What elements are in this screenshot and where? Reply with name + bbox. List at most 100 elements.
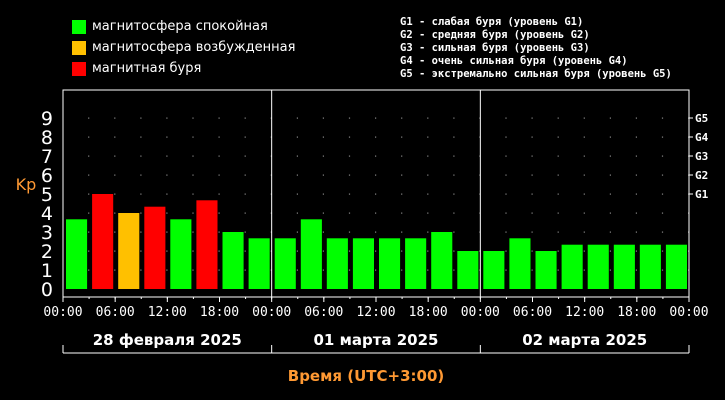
grid-dot (192, 231, 194, 233)
grid-dot (583, 174, 585, 176)
g-level-4: G4 - очень сильная буря (уровень G4) (400, 55, 628, 67)
grid-dot (609, 117, 611, 119)
bar (639, 244, 661, 289)
grid-dot (453, 231, 455, 233)
x-tick-label: 06:00 (513, 305, 552, 320)
grid-dot (296, 269, 298, 271)
legend-label-storm: магнитная буря (92, 61, 202, 76)
bar (457, 251, 479, 289)
grid-dot (583, 136, 585, 138)
grid-dot (166, 193, 168, 195)
grid-dot (296, 155, 298, 157)
bar (170, 219, 192, 289)
x-tick-label: 12:00 (565, 305, 604, 320)
grid-dot (505, 136, 507, 138)
grid-dot (609, 269, 611, 271)
grid-dot (114, 117, 116, 119)
grid-dot (635, 155, 637, 157)
right-tick-label: G2 (695, 169, 708, 182)
bar (352, 238, 374, 289)
grid-dot (192, 193, 194, 195)
grid-dot (401, 269, 403, 271)
grid-dot (557, 136, 559, 138)
bar (379, 238, 401, 289)
grid-dot (140, 193, 142, 195)
grid-dot (401, 136, 403, 138)
grid-dot (166, 269, 168, 271)
x-tick-label: 00:00 (461, 305, 500, 320)
grid-dot (453, 250, 455, 252)
grid-dot (531, 212, 533, 214)
bar (665, 244, 687, 289)
grid-dot (322, 193, 324, 195)
grid-dot (661, 269, 664, 271)
grid-dot (531, 250, 533, 252)
grid-dot (427, 136, 429, 138)
grid-dot (244, 136, 246, 138)
x-axis-label: Время (UTC+3:00) (288, 367, 444, 385)
grid-dot (140, 155, 142, 157)
grid-dot (401, 250, 403, 252)
x-tick-label: 00:00 (669, 305, 708, 320)
grid-dot (427, 155, 429, 157)
grid-dot (505, 117, 507, 119)
y-tick-label: 3 (41, 222, 53, 244)
grid-dot (505, 269, 507, 271)
grid-dot (88, 231, 90, 233)
grid-dot (557, 269, 559, 271)
legend-item-storm: магнитная буря (72, 58, 295, 79)
grid-dot (114, 155, 116, 157)
x-tick-label: 06:00 (96, 305, 135, 320)
grid-dot (192, 250, 194, 252)
x-tick-label: 18:00 (200, 305, 239, 320)
right-tick-label: G4 (695, 131, 709, 144)
y-tick-label: 2 (41, 241, 53, 263)
grid-dot (192, 155, 194, 157)
grid-dot (609, 250, 611, 252)
bars (66, 194, 687, 289)
grid-dot (427, 117, 429, 119)
grid-dot (88, 269, 90, 271)
grid-dot (166, 155, 168, 157)
grid-dot (427, 250, 429, 252)
grid-dot (609, 193, 611, 195)
grid-dot (583, 193, 585, 195)
y-tick-label: 1 (41, 260, 53, 282)
grid-dot (296, 231, 298, 233)
grid-dot (348, 231, 351, 233)
grid-dot (296, 212, 298, 214)
grid-dot (505, 231, 507, 233)
grid-dot (218, 155, 220, 157)
grid-dot (505, 212, 507, 214)
grid-dot (140, 250, 142, 252)
grid-dot (140, 231, 142, 233)
grid-dot (244, 117, 246, 119)
grid-dot (661, 231, 664, 233)
grid-dot (427, 231, 429, 233)
grid-dot (140, 117, 142, 119)
x-tick-label: 12:00 (356, 305, 395, 320)
grid-dot (114, 250, 116, 252)
grid-dot (166, 250, 168, 252)
grid-dot (296, 250, 298, 252)
grid-dot (583, 155, 585, 157)
bar (66, 219, 88, 289)
right-tick-label: G1 (695, 188, 709, 201)
grid-dot (661, 155, 664, 157)
grid-dot (531, 117, 533, 119)
grid-dot (453, 174, 455, 176)
grid-dot (583, 231, 585, 233)
grid-dot (401, 155, 403, 157)
grid-dot (427, 193, 429, 195)
grid-dot (661, 250, 664, 252)
grid-dot (218, 231, 220, 233)
y-tick-label: 0 (41, 279, 53, 301)
grid-dot (375, 117, 377, 119)
grid-dot (609, 231, 611, 233)
grid-dot (375, 174, 377, 176)
grid-dot (322, 117, 324, 119)
grid-dot (661, 136, 664, 138)
grid-dot (375, 250, 377, 252)
x-tick-label: 06:00 (304, 305, 343, 320)
grid-dot (557, 193, 559, 195)
